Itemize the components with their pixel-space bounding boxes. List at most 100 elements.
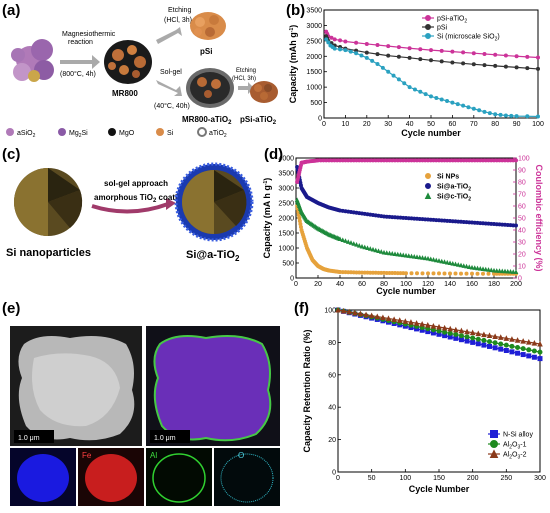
y-tick-label: 2500 [278,201,294,208]
caption-si-nanoparticles: Si nanoparticles [6,247,91,259]
data-point [424,322,431,328]
legend-swatch-0 [6,128,14,136]
data-point [477,108,482,113]
data-point [346,308,353,315]
data-point [395,251,401,257]
data-point [422,255,428,261]
data-point [348,240,354,245]
data-point [464,328,470,335]
data-point [461,61,466,66]
series-0 [295,204,518,276]
data-point [386,44,391,49]
data-point [499,268,505,274]
data-point [352,309,358,316]
eds-map-fe: Fe [78,448,144,506]
data-point [420,255,425,260]
data-point [381,249,387,255]
data-point [396,45,401,50]
label-o: O [238,451,244,460]
data-point [409,271,414,276]
data-point [475,336,481,342]
data-point [513,269,519,274]
series-2 [324,37,540,119]
y-tick-label: 3500 [278,171,294,178]
data-point [526,347,532,353]
data-point [514,158,518,163]
data-point [356,242,362,248]
x-tick-label: 200 [467,475,479,482]
data-point [536,114,540,119]
data-point [475,341,481,347]
data-point [492,345,498,351]
data-point [436,328,442,334]
data-point [332,46,337,51]
text-cond1: (800°C, 4h) [60,70,96,78]
data-point [503,113,508,118]
legend-label-0: N-Si alloy [503,432,533,439]
data-point [406,253,412,258]
legend-marker-1 [425,183,431,189]
data-point [498,341,504,347]
data-point [368,312,375,319]
data-point [436,258,442,263]
panel-a-label: (a) [2,2,21,19]
data-point [326,40,331,45]
legend-label-1: Si@a-TiO2 [437,184,471,193]
data-point [364,55,369,60]
panel-a: (a) Magnesiothermic reaction (800°C, 4h)… [0,0,280,140]
y-tick-label: 0 [290,276,294,283]
data-point [343,39,348,44]
arrow-etching-2 [238,82,254,94]
data-point [509,343,515,349]
y-tick-label: 1000 [306,85,322,92]
data-point [498,346,504,352]
data-point [351,241,357,246]
data-point [408,319,414,325]
y-tick-label: 500 [282,261,294,268]
data-point [503,53,508,58]
data-point [413,320,420,326]
x-tick-label: 160 [466,281,478,288]
asio2-cluster [11,39,54,82]
data-point [492,333,498,339]
panel-e-label: (e) [2,300,21,317]
data-point [503,335,510,341]
data-point [418,89,423,94]
data-point [536,66,540,71]
data-point [409,253,414,259]
data-point [431,257,436,262]
data-point [420,271,425,276]
data-point [354,242,359,247]
legend-label-4: aTiO2 [209,130,227,139]
legend-swatch-2 [108,128,116,136]
y2-tick-label: 0 [518,276,522,283]
data-point [464,338,470,344]
x-tick-label: 300 [534,475,546,482]
data-point [525,54,530,59]
x-tick-label: 100 [399,475,411,482]
panel-f-label: (f) [294,300,309,317]
data-point [407,85,412,90]
data-point [481,342,487,348]
data-point [400,252,406,258]
data-point [297,219,302,223]
data-point [450,260,456,266]
data-point [396,317,403,323]
data-point [429,58,433,63]
x-tick-label: 100 [532,121,544,128]
y-tick-label: 3000 [306,23,322,30]
data-point [348,49,353,54]
text-solgel-cond: (40°C, 40h) [154,102,190,110]
y2-tick-label: 70 [518,192,526,199]
data-point [384,250,390,255]
x-tick-label: 90 [513,121,521,128]
data-point [464,263,469,269]
data-point [425,255,431,261]
data-point [477,266,483,271]
data-point [493,52,498,57]
data-point [430,322,437,329]
x-tick-label: 80 [491,121,499,128]
data-point [483,266,489,272]
